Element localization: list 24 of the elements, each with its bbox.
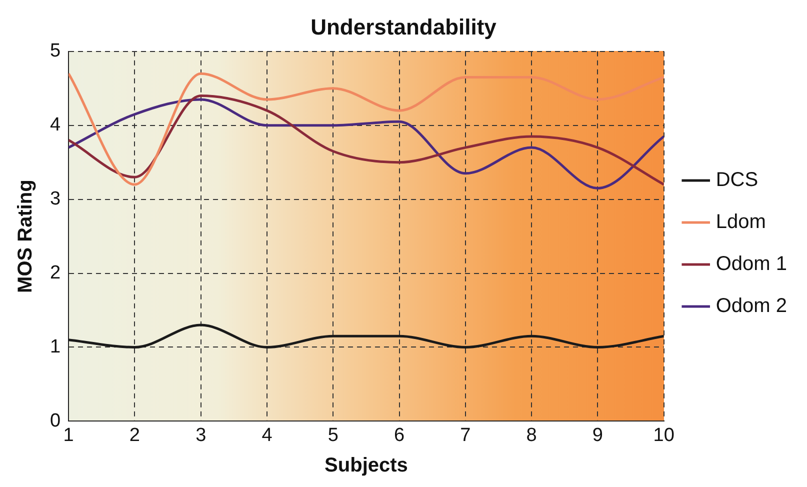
x-tick-label: 10 bbox=[653, 424, 674, 446]
line-series bbox=[68, 72, 664, 186]
legend-label: Odom 1 bbox=[716, 253, 788, 276]
y-tick-label: 4 bbox=[50, 114, 61, 136]
x-tick-label: 6 bbox=[394, 424, 405, 446]
y-tick-label: 1 bbox=[50, 336, 61, 358]
y-tick-label: 0 bbox=[50, 410, 61, 432]
x-tick-label: 8 bbox=[526, 424, 537, 446]
y-axis-title: MOS Rating bbox=[14, 180, 37, 293]
x-tick-label: 9 bbox=[592, 424, 604, 446]
legend-label: Ldom bbox=[716, 211, 766, 234]
y-tick-label: 3 bbox=[50, 188, 61, 210]
x-tick-label: 7 bbox=[460, 424, 471, 446]
legend-label: DCS bbox=[716, 169, 758, 192]
x-tick-label: 2 bbox=[129, 424, 140, 446]
x-tick-label: 1 bbox=[63, 424, 74, 446]
y-tick-label: 2 bbox=[50, 262, 61, 284]
y-tick-label: 5 bbox=[50, 40, 61, 62]
x-tick-label: 5 bbox=[328, 424, 338, 446]
x-tick-label: 4 bbox=[262, 424, 273, 446]
x-tick-label: 3 bbox=[196, 424, 206, 446]
x-axis-title: Subjects bbox=[324, 454, 408, 477]
chart-title: Understandability bbox=[310, 14, 498, 40]
legend-label: Odom 2 bbox=[716, 295, 788, 318]
